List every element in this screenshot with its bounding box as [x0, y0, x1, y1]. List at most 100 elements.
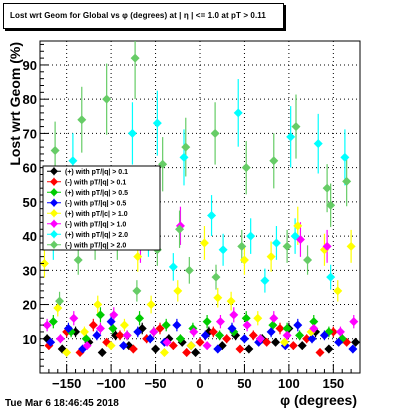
data-point	[266, 327, 276, 337]
data-point	[309, 324, 319, 334]
data-point	[200, 330, 210, 340]
data-point	[222, 334, 232, 344]
data-point	[302, 334, 312, 344]
data-point	[235, 344, 245, 354]
data-point	[313, 139, 323, 149]
y-tick-label: 80	[23, 92, 37, 107]
data-point	[191, 347, 201, 357]
data-point	[81, 334, 91, 344]
data-point	[173, 286, 183, 296]
data-point	[271, 337, 281, 347]
data-point	[95, 310, 105, 320]
data-point	[218, 245, 228, 255]
data-point	[293, 320, 303, 330]
y-tick-label: 70	[23, 126, 37, 141]
data-point	[246, 231, 256, 241]
axes: −150 −100 −50 0 50 100 150 10 20 30 40 50 60 70 80 90	[23, 43, 361, 391]
data-point	[227, 324, 237, 334]
data-point	[106, 317, 116, 327]
data-point	[133, 327, 143, 337]
data-point	[229, 310, 239, 320]
legend-marker	[50, 209, 58, 218]
data-point	[119, 320, 129, 330]
data-point	[62, 347, 72, 357]
data-point	[189, 327, 199, 337]
x-tick-label: −100	[96, 376, 125, 391]
y-tick-label: 40	[23, 229, 37, 244]
data-point	[132, 286, 142, 296]
data-point	[102, 94, 112, 104]
x-tick-label: 100	[278, 376, 300, 391]
legend-label: (+) with pT/|q| > 0.1	[65, 169, 128, 176]
legend-label: (-) with pT/|q| > 1.0	[65, 221, 126, 228]
y-tick-label: 90	[23, 58, 37, 73]
data-point	[55, 296, 65, 306]
data-point	[348, 344, 358, 354]
data-point	[333, 286, 343, 296]
data-point	[39, 258, 49, 268]
data-point	[286, 132, 296, 142]
legend-label: (+) with pT/|q| > 2.0	[65, 232, 128, 239]
data-point	[233, 108, 243, 118]
data-point	[241, 313, 251, 323]
y-tick-label: 60	[23, 161, 37, 176]
data-point	[130, 53, 140, 63]
data-point	[95, 324, 105, 334]
data-point	[82, 341, 92, 351]
legend-marker	[50, 177, 58, 186]
data-point	[326, 272, 336, 282]
data-point	[145, 334, 155, 344]
data-point	[88, 320, 98, 330]
data-point	[63, 324, 73, 334]
data-point	[326, 200, 336, 210]
data-point	[128, 344, 138, 354]
legend-label: (-) with pT/|q| > 0.5	[65, 200, 126, 207]
legend-marker	[50, 240, 58, 249]
data-point	[213, 344, 223, 354]
data-point	[97, 347, 107, 357]
data-point	[168, 341, 178, 351]
y-tick-label: 50	[23, 195, 37, 210]
data-point	[133, 252, 143, 262]
legend-label: (+) with pT/|q| > 0.5	[65, 190, 128, 197]
data-point	[119, 341, 129, 351]
data-point	[237, 241, 247, 251]
legend-marker	[50, 219, 58, 228]
legend-marker	[50, 198, 58, 207]
data-point	[106, 341, 116, 351]
data-point	[260, 276, 270, 286]
y-tick-label: 10	[23, 332, 37, 347]
data-point	[122, 330, 132, 340]
x-tick-label: 0	[196, 376, 203, 391]
data-point	[290, 231, 300, 241]
data-point	[199, 238, 209, 248]
data-point	[48, 317, 58, 327]
data-point	[79, 327, 89, 337]
data-point	[315, 347, 325, 357]
data-point	[155, 324, 165, 334]
data-point	[262, 337, 272, 347]
footer-timestamp: Tue Mar 6 18:46:45 2018	[5, 398, 119, 409]
data-point	[303, 255, 313, 265]
data-point	[181, 142, 191, 152]
data-point	[324, 344, 334, 354]
data-point	[53, 303, 63, 313]
data-point	[297, 341, 307, 351]
data-point	[226, 296, 236, 306]
data-point	[279, 337, 289, 347]
data-point	[334, 337, 344, 347]
data-point	[168, 262, 178, 272]
data-point	[162, 337, 172, 347]
data-point	[179, 152, 189, 162]
data-point	[50, 146, 60, 156]
data-point	[151, 344, 161, 354]
data-point	[182, 347, 192, 357]
data-point	[175, 334, 185, 344]
data-point	[335, 327, 345, 337]
data-point	[77, 115, 87, 125]
data-point	[241, 163, 251, 173]
data-point	[349, 317, 359, 327]
data-point	[293, 221, 303, 231]
x-tick-label: −150	[52, 376, 81, 391]
data-point	[146, 300, 156, 310]
